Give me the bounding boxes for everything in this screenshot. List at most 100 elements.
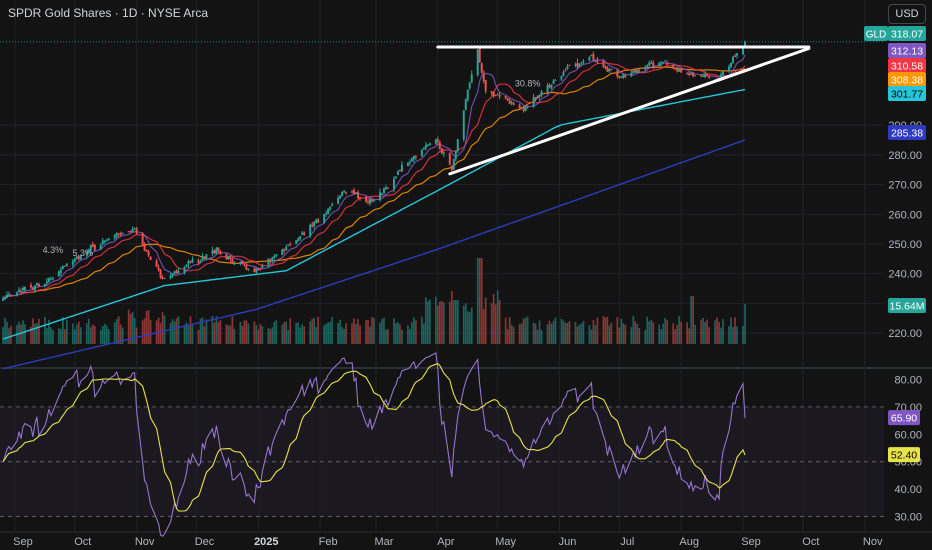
candle-body <box>498 94 501 97</box>
volume-bar <box>566 322 569 344</box>
volume-bar <box>107 329 110 344</box>
volume-bar <box>131 312 134 344</box>
candle-body <box>8 294 10 296</box>
volume-bar <box>622 323 625 344</box>
candle-body <box>187 260 190 265</box>
candle-body <box>119 233 122 236</box>
candle-body <box>281 249 284 256</box>
candle-body <box>554 79 557 81</box>
volume-bar <box>239 322 242 344</box>
candle-body <box>23 286 26 291</box>
candle-body <box>203 256 206 258</box>
candle-body <box>422 147 425 150</box>
volume-bar <box>183 324 186 344</box>
candle-body <box>107 238 110 241</box>
volume-bar <box>355 324 357 344</box>
volume-bar <box>201 317 204 344</box>
candle-body <box>686 73 689 75</box>
volume-bar <box>46 327 48 344</box>
candle-body <box>261 265 264 269</box>
candle-body <box>490 91 493 94</box>
candle-body <box>394 176 397 179</box>
candle-body <box>564 70 567 72</box>
candle-body <box>524 107 527 111</box>
volume-bar <box>50 327 52 344</box>
volume-bar <box>159 323 162 344</box>
volume-bar <box>18 321 20 344</box>
price-tick-label: 240.00 <box>888 269 922 281</box>
candle-body <box>233 263 236 265</box>
last-price-label-box <box>888 26 926 41</box>
candle-body <box>325 213 328 215</box>
candle-body <box>644 66 647 70</box>
candle-body <box>343 191 346 193</box>
currency-button[interactable]: USD <box>888 4 926 24</box>
candle-body <box>648 62 651 66</box>
candle-body <box>143 243 146 251</box>
candle-body <box>660 62 663 64</box>
volume-bar <box>379 322 381 344</box>
trendline-2 <box>448 46 811 176</box>
candle-body <box>434 139 437 144</box>
candle-body <box>257 268 260 270</box>
candle-body <box>576 62 579 68</box>
volume-bar <box>660 329 663 344</box>
candle-body <box>734 55 737 57</box>
candle-body <box>93 244 96 251</box>
candle-body <box>373 199 375 201</box>
time-tick-label: 2025 <box>254 536 278 548</box>
chart-title: SPDR Gold Shares · 1D · NYSE Arca <box>8 6 209 20</box>
candle-body <box>105 239 108 242</box>
candle-body <box>610 69 613 71</box>
volume-bar <box>448 301 451 344</box>
candle-body <box>339 196 342 199</box>
volume-bar <box>261 326 264 344</box>
candle-body <box>337 197 340 204</box>
rsi-ma-line <box>2 362 746 512</box>
candle-body <box>61 266 64 270</box>
volume-bar <box>664 317 667 344</box>
candle-body <box>149 256 152 260</box>
candle-body <box>259 268 262 270</box>
candle-body <box>141 233 144 245</box>
volume-bar <box>452 300 455 344</box>
volume-bar <box>317 316 319 344</box>
volume-bar <box>189 316 192 344</box>
candle-body <box>658 63 661 67</box>
time-tick-label: Aug <box>679 536 699 548</box>
volume-bar <box>357 318 359 344</box>
candle-body <box>546 85 549 93</box>
volume-bar <box>546 324 549 344</box>
ma-20-line <box>2 62 746 299</box>
volume-bar <box>730 317 732 344</box>
volume-bar <box>576 326 579 344</box>
candle-body <box>578 63 581 67</box>
volume-bar <box>508 316 511 344</box>
volume-bar <box>353 318 355 344</box>
volume-bar <box>540 329 543 344</box>
volume-bar <box>141 320 144 344</box>
volume-bar <box>652 322 655 344</box>
candle-body <box>51 277 54 280</box>
volume-bar <box>191 325 194 344</box>
volume-bar <box>644 329 647 344</box>
volume-bar <box>602 316 605 344</box>
volume-bar <box>450 291 453 344</box>
volume-bar <box>287 329 290 344</box>
volume-bar <box>478 258 481 344</box>
candle-body <box>664 60 667 62</box>
last-price-label-ticker-box <box>864 26 888 41</box>
volume-bar <box>297 322 300 344</box>
candle-body <box>606 67 609 72</box>
ma-value-label: 285.38 <box>891 128 923 140</box>
volume-bar <box>271 327 274 344</box>
volume-bar <box>295 322 298 344</box>
volume-bar <box>624 324 627 344</box>
volume-bar <box>133 317 136 344</box>
volume-bar <box>462 305 465 344</box>
volume-bar <box>135 327 138 344</box>
candle-body <box>732 56 735 63</box>
ma-value-label-box <box>888 58 926 73</box>
volume-bar <box>6 321 8 344</box>
candle-body <box>736 53 738 56</box>
